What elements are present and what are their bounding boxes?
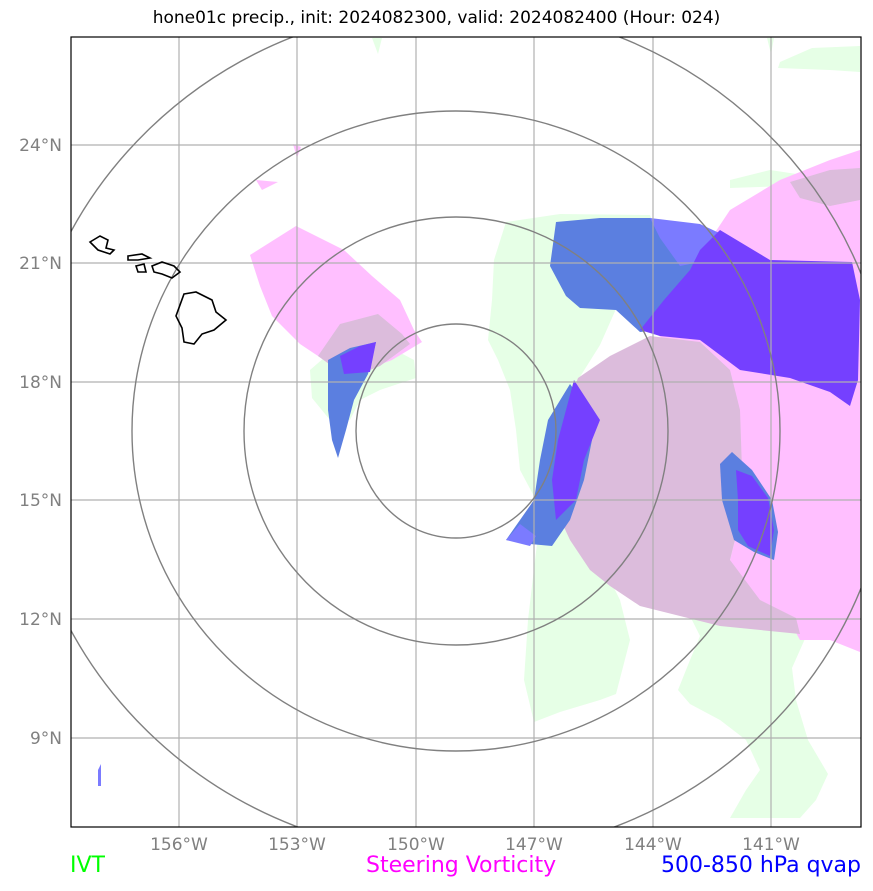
- lat-label: 18°N: [19, 373, 62, 393]
- hawaii-coastline-icon: [88, 235, 228, 345]
- legend-qvap: 500-850 hPa qvap: [660, 853, 861, 878]
- lon-label: 147°W: [505, 835, 563, 855]
- map-title: hone01c precip., init: 2024082300, valid…: [152, 8, 721, 28]
- lon-label: 150°W: [387, 835, 445, 855]
- range-rings: [71, 37, 861, 827]
- legend-ivt: IVT: [70, 853, 105, 878]
- lat-label: 21°N: [19, 254, 62, 274]
- lon-label: 144°W: [624, 835, 682, 855]
- legend-steering-vorticity: Steering Vorticity: [366, 853, 557, 878]
- latitude-axis: 24°N 21°N 18°N 15°N 12°N 9°N: [19, 136, 62, 749]
- qvap-field: [98, 218, 860, 786]
- lat-label: 12°N: [19, 610, 62, 630]
- plot-frame: [70, 36, 862, 828]
- lon-label: 153°W: [268, 835, 326, 855]
- lat-label: 24°N: [19, 136, 62, 156]
- lon-label: 156°W: [150, 835, 208, 855]
- graticule: [71, 37, 861, 827]
- longitude-axis: 156°W 153°W 150°W 147°W 144°W 141°W: [150, 835, 800, 855]
- lon-label: 141°W: [742, 835, 800, 855]
- lat-label: 9°N: [30, 729, 62, 749]
- lat-label: 15°N: [19, 491, 62, 511]
